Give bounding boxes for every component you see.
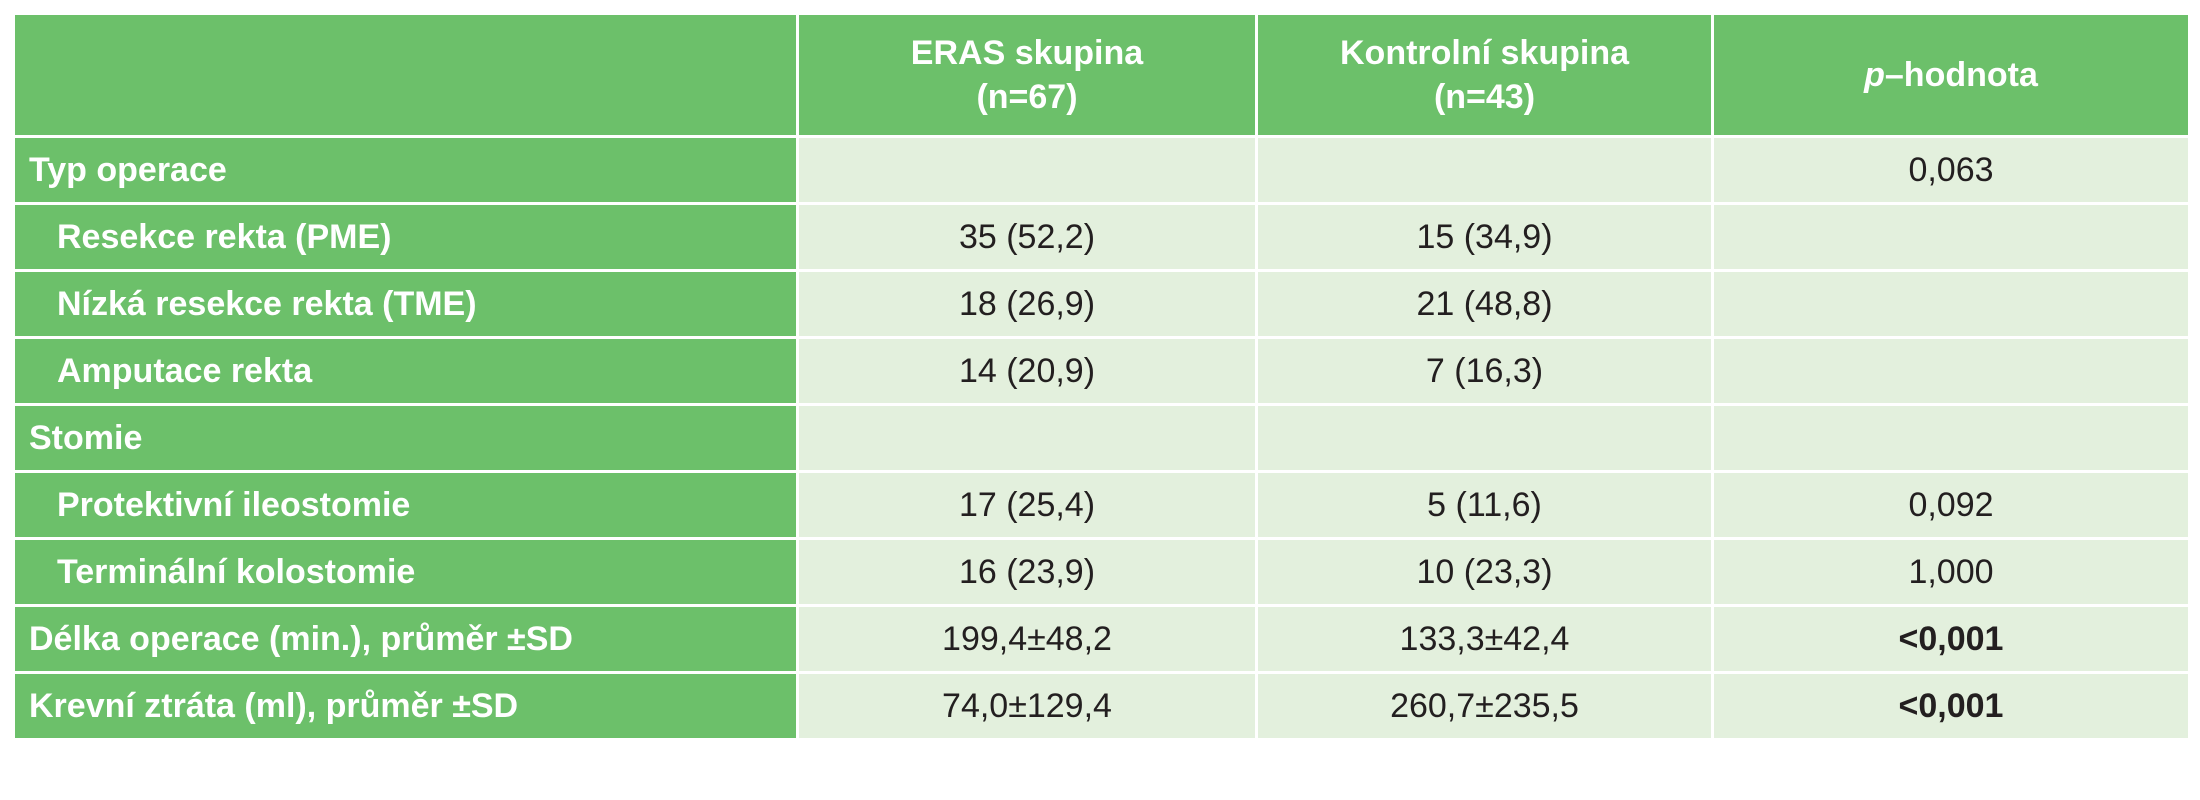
control-value: 10 (23,3)	[1255, 537, 1714, 607]
eras-value: 14 (20,9)	[796, 336, 1258, 406]
eras-value: 74,0±129,4	[796, 671, 1258, 741]
table-row: Nízká resekce rekta (TME) 18 (26,9) 21 (…	[12, 269, 2191, 339]
table-row: Stomie	[12, 403, 2191, 473]
row-label: Typ operace	[12, 135, 799, 205]
row-label: Amputace rekta	[12, 336, 799, 406]
row-label: Terminální kolostomie	[12, 537, 799, 607]
header-eras-group: ERAS skupina (n=67)	[796, 12, 1258, 138]
header-p-value: p–hodnota	[1711, 12, 2191, 138]
p-value: 0,092	[1711, 470, 2191, 540]
control-value: 7 (16,3)	[1255, 336, 1714, 406]
eras-value: 199,4±48,2	[796, 604, 1258, 674]
header-p-symbol: p	[1864, 56, 1885, 94]
row-label: Stomie	[12, 403, 799, 473]
table-row: Typ operace 0,063	[12, 135, 2191, 205]
control-value: 5 (11,6)	[1255, 470, 1714, 540]
p-value	[1711, 336, 2191, 406]
table-row: Délka operace (min.), průměr ±SD 199,4±4…	[12, 604, 2191, 674]
eras-value: 17 (25,4)	[796, 470, 1258, 540]
control-value: 21 (48,8)	[1255, 269, 1714, 339]
table-row: Protektivní ileostomie 17 (25,4) 5 (11,6…	[12, 470, 2191, 540]
control-value: 15 (34,9)	[1255, 202, 1714, 272]
p-value: 1,000	[1711, 537, 2191, 607]
p-value	[1711, 403, 2191, 473]
row-label: Resekce rekta (PME)	[12, 202, 799, 272]
table-row: Amputace rekta 14 (20,9) 7 (16,3)	[12, 336, 2191, 406]
eras-value: 35 (52,2)	[796, 202, 1258, 272]
control-value: 133,3±42,4	[1255, 604, 1714, 674]
table-row: Krevní ztráta (ml), průměr ±SD 74,0±129,…	[12, 671, 2191, 741]
eras-value	[796, 403, 1258, 473]
header-p-suffix: –hodnota	[1884, 56, 2038, 94]
header-corner-cell	[12, 12, 799, 138]
p-value: 0,063	[1711, 135, 2191, 205]
row-label: Protektivní ileostomie	[12, 470, 799, 540]
header-eras-title: ERAS skupina	[910, 34, 1144, 72]
row-label: Nízká resekce rekta (TME)	[12, 269, 799, 339]
eras-value: 18 (26,9)	[796, 269, 1258, 339]
row-label: Krevní ztráta (ml), průměr ±SD	[12, 671, 799, 741]
table-row: Resekce rekta (PME) 35 (52,2) 15 (34,9)	[12, 202, 2191, 272]
p-value	[1711, 202, 2191, 272]
eras-value: 16 (23,9)	[796, 537, 1258, 607]
eras-value	[796, 135, 1258, 205]
table-header-row: ERAS skupina (n=67) Kontrolní skupina (n…	[12, 12, 2191, 138]
table-row: Terminální kolostomie 16 (23,9) 10 (23,3…	[12, 537, 2191, 607]
p-value: <0,001	[1711, 604, 2191, 674]
header-control-group: Kontrolní skupina (n=43)	[1255, 12, 1714, 138]
header-eras-count: (n=67)	[976, 78, 1078, 116]
header-control-title: Kontrolní skupina	[1340, 34, 1629, 72]
control-value	[1255, 403, 1714, 473]
row-label: Délka operace (min.), průměr ±SD	[12, 604, 799, 674]
results-table: ERAS skupina (n=67) Kontrolní skupina (n…	[12, 12, 2191, 741]
p-value	[1711, 269, 2191, 339]
control-value	[1255, 135, 1714, 205]
header-control-count: (n=43)	[1433, 78, 1536, 116]
control-value: 260,7±235,5	[1255, 671, 1714, 741]
p-value: <0,001	[1711, 671, 2191, 741]
